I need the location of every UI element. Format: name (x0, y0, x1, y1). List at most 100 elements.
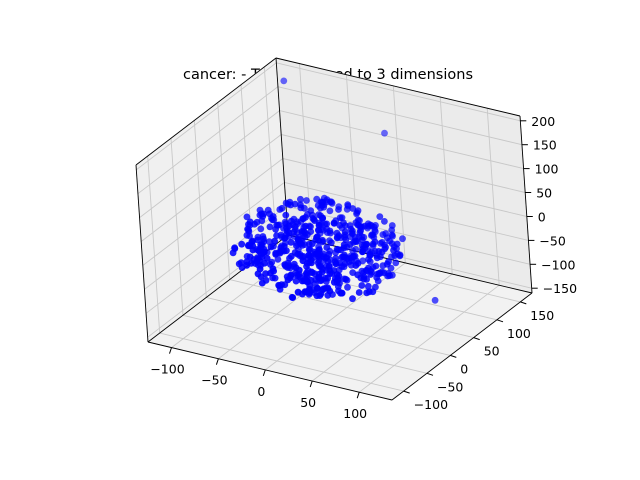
scatter-point (342, 275, 350, 283)
scatter-point (308, 259, 315, 267)
scatter-point (349, 227, 356, 235)
scatter-point (363, 289, 371, 297)
grid-line-x (358, 284, 500, 393)
scatter-point (303, 197, 310, 204)
grid-line-z (282, 158, 527, 217)
scatter-point (243, 262, 251, 269)
scatter-point (231, 245, 239, 253)
z-tick-label: 50 (536, 186, 552, 201)
scatter-point (294, 250, 302, 258)
scatter-point (326, 267, 333, 274)
scatter-point (374, 270, 381, 278)
scatter-point (272, 225, 279, 233)
scatter-point (391, 252, 399, 259)
grid-line-y (182, 314, 428, 374)
scatter-point (321, 220, 329, 228)
scatter-point (257, 241, 265, 249)
x-tick-label-mark (169, 347, 172, 354)
grid-line-y (170, 138, 184, 316)
scatter-point (296, 238, 304, 246)
x-tick-label-mark (356, 392, 360, 399)
side-front-edge (135, 164, 149, 343)
z-tick-label: 100 (535, 162, 559, 177)
scatter-point (330, 278, 338, 286)
scatter-point (249, 246, 257, 254)
scatter-point (326, 287, 334, 295)
scatter-point (333, 234, 341, 242)
scatter-point (308, 269, 316, 276)
grid-line-x (265, 262, 406, 371)
scatter-point (248, 238, 256, 246)
scatter-point (364, 282, 372, 290)
scatter-point (308, 240, 316, 248)
scatter-point (349, 247, 357, 255)
axes-grid (136, 62, 532, 393)
scatter-point (281, 234, 288, 242)
scatter-point (288, 252, 295, 260)
scatter-point (271, 237, 278, 245)
scatter-point (344, 201, 352, 209)
scatter-point (276, 282, 283, 289)
scatter-point (328, 199, 336, 207)
grid-line-z (139, 110, 280, 218)
scatter-point (349, 253, 357, 261)
grid-line-x (486, 108, 500, 286)
scatter-point (298, 277, 306, 285)
y-tick-label: 0 (460, 361, 468, 376)
scatter-point (317, 290, 325, 298)
grid-line-x (392, 85, 406, 263)
z-tick-label: 0 (538, 210, 546, 225)
scatter-point (338, 214, 346, 222)
scatter-point (392, 259, 400, 267)
scatter-point (369, 288, 377, 296)
scatter-point (315, 270, 323, 278)
y-tick-label: 50 (484, 344, 500, 359)
scatter-point (302, 288, 310, 296)
scatter-point (317, 198, 325, 206)
grid-line-x (439, 96, 453, 275)
scatter-point (299, 215, 307, 223)
scatter-point (320, 285, 327, 293)
scatter-point (246, 218, 254, 226)
y-tick-label-mark (520, 301, 527, 305)
grid-line-z (142, 158, 284, 266)
scatter-points (229, 77, 439, 304)
grid-line-z (145, 205, 287, 314)
scatter-point (381, 218, 388, 225)
scatter-point (244, 225, 252, 233)
grid-line-z (279, 110, 524, 170)
z-tick-label: −50 (539, 233, 565, 248)
scatter-point (335, 206, 342, 213)
scatter-point (399, 235, 406, 243)
y-tick-label: −50 (437, 379, 463, 394)
y-tick-label-mark (426, 372, 434, 376)
grid-line-z (285, 205, 531, 265)
y-tick-label-mark (403, 390, 410, 394)
scatter-point (263, 255, 271, 262)
scatter-point (377, 253, 384, 261)
scatter-point (346, 241, 354, 248)
scatter-point (393, 240, 401, 248)
scatter-point (307, 223, 314, 231)
scatter-point (311, 217, 318, 225)
grid-line-z (140, 134, 282, 242)
scatter-point (344, 255, 352, 262)
scatter-point (305, 246, 313, 253)
scatter-point (266, 223, 274, 231)
y-axis-line (391, 292, 533, 401)
grid-line-y (193, 120, 207, 298)
x-tick-label-mark (215, 358, 219, 365)
scatter-point (354, 207, 362, 215)
scatter-point (388, 226, 396, 234)
scatter-point (295, 266, 303, 274)
scatter-point (370, 223, 378, 231)
scatter-point (327, 239, 335, 247)
scatter-point (280, 243, 288, 250)
scatter-point (352, 262, 360, 269)
scatter-point (344, 283, 351, 291)
grid-line-z (144, 182, 285, 290)
x-tick-label: 100 (343, 406, 367, 421)
y-tick-label: 150 (530, 308, 554, 323)
scatter-point (281, 261, 289, 269)
